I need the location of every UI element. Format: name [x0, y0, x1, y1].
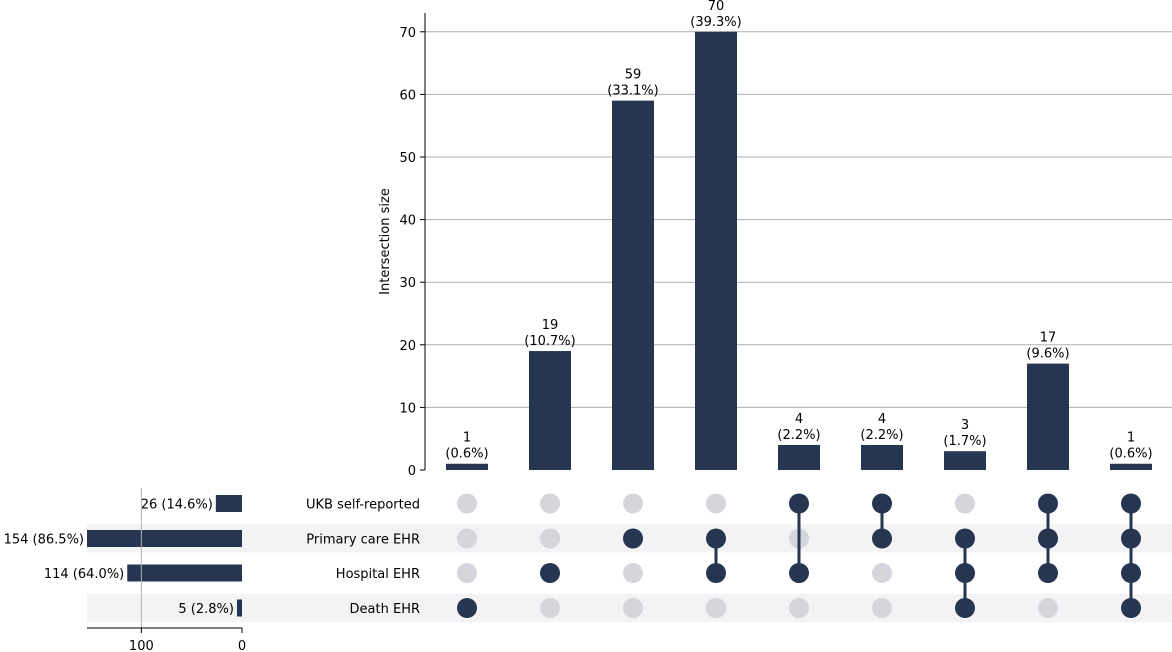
intersection-count-label: 1 — [1127, 431, 1135, 446]
intersection-bar — [1027, 363, 1069, 470]
matrix-dot-active — [872, 493, 892, 514]
matrix-dot-inactive — [540, 598, 560, 618]
matrix-dot-inactive — [623, 598, 643, 618]
matrix-dot-inactive — [457, 563, 477, 583]
matrix-dot-active — [1121, 563, 1141, 583]
intersection-percent-label: (33.1%) — [607, 84, 658, 99]
set-size-bar — [236, 599, 242, 617]
intersection-bar — [1110, 463, 1152, 470]
y-tick-label: 50 — [399, 151, 416, 166]
matrix-dot-inactive — [955, 493, 975, 514]
set-name-label: Primary care EHR — [306, 533, 420, 548]
y-tick-label: 10 — [399, 401, 416, 416]
matrix-dot-active — [1121, 493, 1141, 514]
intersection-percent-label: (39.3%) — [690, 15, 741, 30]
matrix-dot-inactive — [789, 598, 809, 618]
set-name-label: Death EHR — [350, 602, 420, 617]
matrix-dot-active — [1038, 563, 1058, 583]
matrix-dot-inactive — [623, 493, 643, 514]
matrix-dot-inactive — [540, 528, 560, 549]
intersection-percent-label: (0.6%) — [445, 447, 488, 462]
intersection-count-label: 19 — [542, 318, 559, 333]
intersection-bars — [446, 31, 1152, 471]
intersection-percent-label: (0.6%) — [1109, 447, 1152, 462]
matrix-dot-active — [1121, 598, 1141, 618]
intersection-count-label: 4 — [795, 412, 803, 427]
matrix-dot-inactive — [706, 493, 726, 514]
intersection-bar — [529, 351, 571, 470]
set-size-label: 5 (2.8%) — [178, 602, 234, 617]
matrix-dot-active — [955, 598, 975, 618]
y-tick-label: 60 — [399, 88, 416, 103]
y-tick-label: 40 — [399, 214, 416, 229]
y-tick-label: 30 — [399, 276, 416, 291]
intersection-percent-label: (1.7%) — [943, 434, 986, 449]
matrix-dot-active — [706, 528, 726, 549]
intersection-bar — [446, 463, 488, 470]
intersection-count-label: 17 — [1040, 331, 1057, 346]
intersection-bar — [695, 31, 737, 470]
intersection-count-label: 59 — [625, 68, 642, 83]
matrix-dot-active — [789, 563, 809, 583]
y-tick-label: 0 — [408, 464, 416, 479]
matrix-dot-active — [955, 563, 975, 583]
set-size-bars: 26 (14.6%) 154 (86.5%) 114 (64.0%) 5 (2.8%) — [4, 495, 242, 617]
intersection-bar — [778, 444, 820, 470]
matrix-dot-inactive — [540, 493, 560, 514]
matrix-dot-inactive — [706, 598, 726, 618]
matrix-dot-active — [623, 528, 643, 549]
matrix-dot-inactive — [1038, 598, 1058, 618]
intersection-count-label: 4 — [878, 412, 886, 427]
intersection-count-label: 3 — [961, 418, 969, 433]
set-size-label: 154 (86.5%) — [4, 533, 84, 548]
y-tick-label: 20 — [399, 339, 416, 354]
intersection-value-labels: 1(0.6%)19(10.7%)59(33.1%)70(39.3%)4(2.2%… — [445, 0, 1152, 462]
set-size-tick-label: 100 — [129, 639, 154, 652]
matrix-dot-active — [457, 598, 477, 618]
matrix-dot-inactive — [872, 598, 892, 618]
matrix-dot-active — [872, 528, 892, 549]
matrix-dot-inactive — [872, 563, 892, 583]
intersection-bar — [944, 451, 986, 470]
matrix-dot-inactive — [457, 528, 477, 549]
matrix-dot-active — [1038, 528, 1058, 549]
intersection-count-label: 70 — [708, 0, 725, 14]
matrix-dot-active — [1038, 493, 1058, 514]
matrix-dot-active — [540, 563, 560, 583]
matrix-dot-inactive — [457, 493, 477, 514]
set-size-bar — [87, 530, 242, 547]
y-tick-label: 70 — [399, 26, 416, 41]
intersection-percent-label: (2.2%) — [777, 428, 820, 443]
y-axis: 0 10 20 30 40 50 60 70 Intersection size — [378, 13, 426, 479]
matrix-dot-active — [789, 493, 809, 514]
set-name-label: Hospital EHR — [336, 567, 420, 582]
membership-matrix — [457, 493, 1141, 618]
intersection-percent-label: (2.2%) — [860, 428, 903, 443]
y-axis-label: Intersection size — [378, 188, 393, 295]
set-size-axis: 100 0 — [87, 488, 246, 652]
intersection-bar — [612, 100, 654, 471]
intersection-percent-label: (10.7%) — [524, 334, 575, 349]
intersection-bar — [861, 444, 903, 470]
set-size-bar — [215, 495, 242, 512]
matrix-dot-inactive — [623, 563, 643, 583]
intersection-count-label: 1 — [463, 431, 471, 446]
set-size-tick-label: 0 — [238, 639, 246, 652]
matrix-dot-active — [706, 563, 726, 583]
matrix-dot-active — [955, 528, 975, 549]
set-name-label: UKB self-reported — [306, 498, 420, 513]
set-names: UKB self-reported Primary care EHR Hospita… — [306, 498, 420, 618]
set-size-label: 114 (64.0%) — [44, 567, 124, 582]
intersection-percent-label: (9.6%) — [1026, 347, 1069, 362]
set-size-label: 26 (14.6%) — [141, 498, 213, 513]
matrix-dot-active — [1121, 528, 1141, 549]
set-size-bar — [127, 564, 242, 582]
